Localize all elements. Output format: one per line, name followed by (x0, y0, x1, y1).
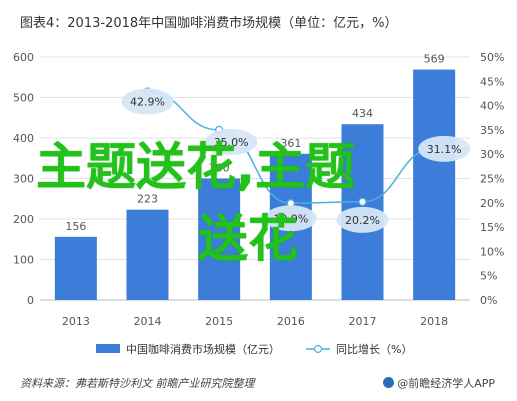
y-right-tick-label: 15% (480, 221, 504, 234)
growth-label-bubble (418, 135, 471, 162)
y-left-tick-label: 100 (13, 254, 34, 267)
bar-value-label: 569 (424, 53, 445, 66)
y-right-tick-label: 40% (480, 100, 504, 113)
y-right-tick-label: 20% (480, 197, 504, 210)
legend-bar-swatch (96, 344, 120, 353)
y-right-tick-label: 5% (480, 270, 497, 283)
growth-value-label: 31.1% (427, 143, 462, 156)
y-right-tick-label: 50% (480, 51, 504, 64)
overlay-text-line1: 主题送花,主题 (36, 138, 355, 196)
y-right-tick-label: 0% (480, 294, 497, 307)
growth-label-bubble (336, 206, 389, 233)
growth-value-label: 35.0% (214, 136, 249, 149)
growth-point (358, 197, 367, 206)
y-right-tick-label: 35% (480, 124, 504, 137)
y-left-tick-label: 500 (13, 92, 34, 105)
y-right-tick-label: 25% (480, 173, 504, 186)
legend-bar-label: 中国咖啡消费市场规模（亿元） (126, 342, 280, 356)
bar (413, 69, 456, 301)
y-left-tick-label: 400 (13, 132, 34, 145)
bar (126, 209, 169, 300)
bar-value-label: 434 (352, 107, 373, 120)
x-tick-label: 2016 (277, 315, 305, 328)
y-left-tick-label: 600 (13, 51, 34, 64)
growth-value-label: 20.2% (345, 214, 380, 227)
growth-label-bubble (205, 128, 258, 155)
line-series: 42.9% 35.0% 19.9% 20.2% 31.1% (121, 87, 471, 233)
bar-value-label: 361 (280, 137, 301, 150)
bar (54, 236, 97, 300)
growth-label-bubble (264, 205, 317, 232)
x-axis: 2013 2014 2015 2016 2017 2018 (62, 315, 448, 328)
growth-label-bubble (121, 88, 174, 115)
x-tick-label: 2017 (349, 315, 377, 328)
y-right-axis: 0% 5% 10% 15% 20% 25% 30% 35% 40% 45% 50% (480, 51, 504, 307)
brand-logo-icon (383, 377, 395, 388)
bar-value-label: 156 (65, 220, 86, 233)
x-tick-label: 2014 (134, 315, 162, 328)
bar-labels: 156 223 300 361 434 569 (65, 53, 444, 233)
source-note: 资料来源：弗若斯特沙利文 前瞻产业研究院整理 (20, 377, 255, 390)
bar (198, 178, 241, 300)
bar-series (54, 69, 456, 301)
growth-value-label: 42.9% (130, 96, 165, 109)
chart-title: 图表4：2013-2018年中国咖啡消费市场规模（单位：亿元，%） (20, 16, 398, 31)
x-tick-label: 2015 (205, 315, 233, 328)
y-left-tick-label: 300 (13, 173, 34, 186)
y-left-tick-label: 200 (13, 213, 34, 226)
y-right-tick-label: 45% (480, 75, 504, 88)
overlay-text-line2: 送花 (198, 210, 298, 268)
legend-line-marker (313, 344, 323, 354)
brand-text: @前瞻经济学人APP (397, 377, 495, 390)
growth-value-label: 19.9% (273, 212, 308, 225)
y-left-tick-label: 0 (27, 294, 34, 307)
legend-line-label: 同比增长（%） (336, 342, 412, 356)
brand-credit: @前瞻经济学人APP (383, 375, 495, 391)
x-tick-label: 2013 (62, 315, 90, 328)
legend: 中国咖啡消费市场规模（亿元） 同比增长（%） (96, 342, 412, 356)
x-tick-label: 2018 (420, 315, 448, 328)
bar-value-label: 300 (209, 162, 230, 175)
bar-value-label: 223 (137, 193, 158, 206)
y-right-tick-label: 10% (480, 245, 504, 258)
y-left-axis: 0 100 200 300 400 500 600 (13, 51, 34, 307)
y-right-tick-label: 30% (480, 148, 504, 161)
